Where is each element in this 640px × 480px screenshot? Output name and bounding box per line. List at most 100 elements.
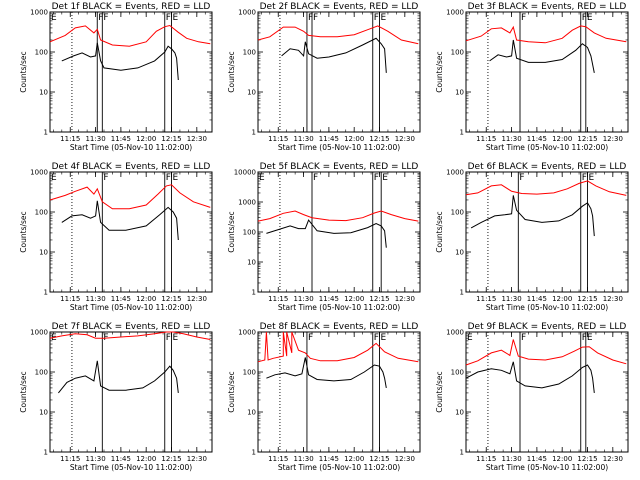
x-axis-label: Start Time (05-Nov-10 11:02:00): [278, 463, 400, 472]
series-line-black: [465, 361, 595, 393]
chart-title: Det 9f BLACK = Events, RED = LLD: [468, 322, 627, 332]
y-tick-label: 100: [35, 369, 48, 377]
x-tick-label: 12:30: [187, 135, 207, 143]
x-axis-label: Start Time (05-Nov-10 11:02:00): [278, 303, 400, 312]
chart-title: Det 2f BLACK = Events, RED = LLD: [260, 2, 419, 12]
y-tick-label: 1: [460, 289, 464, 297]
y-axis-label: Counts/sec: [227, 371, 236, 412]
x-tick-label: 12:15: [577, 455, 597, 463]
state-marker-label: E: [51, 333, 57, 343]
state-marker-label: E: [587, 13, 593, 23]
x-tick-label: 12:15: [369, 455, 389, 463]
x-tick-label: 11:30: [501, 135, 521, 143]
series-line-red: [257, 25, 419, 45]
x-tick-label: 12:15: [577, 135, 597, 143]
y-tick-label: 10: [247, 409, 256, 417]
y-tick-label: 1: [44, 289, 48, 297]
y-tick-label: 1000: [238, 199, 256, 207]
x-tick-label: 12:15: [369, 135, 389, 143]
x-tick-label: 12:00: [344, 455, 364, 463]
y-tick-label: 100: [243, 229, 256, 237]
state-marker-label: E: [467, 333, 473, 343]
chart-panel: Det 3f BLACK = Events, RED = LLD 1 10 100 10…: [435, 2, 629, 152]
y-axis-label: Counts/sec: [19, 211, 28, 252]
y-tick-label: 100: [451, 369, 464, 377]
chart-panel: Det 8f BLACK = Events, RED = LLD 1 10 100 10…: [227, 322, 421, 472]
state-marker-label: F: [308, 13, 313, 23]
state-marker-label: F: [374, 333, 379, 343]
x-tick-label: 12:15: [369, 295, 389, 303]
y-tick-label: 1000: [30, 169, 48, 177]
state-marker-label: F: [313, 13, 318, 23]
series-line-black: [281, 37, 387, 73]
x-tick-label: 11:45: [111, 135, 131, 143]
plot-frame: [465, 11, 629, 133]
y-tick-label: 10: [39, 409, 48, 417]
y-tick-label: 1000: [446, 169, 464, 177]
series-line-black: [266, 357, 387, 388]
state-marker-label: F: [521, 13, 526, 23]
y-axis-label: Counts/sec: [435, 211, 444, 252]
state-marker-label: E: [587, 333, 593, 343]
plot-frame: [465, 331, 629, 453]
x-axis-label: Start Time (05-Nov-10 11:02:00): [70, 303, 192, 312]
y-axis-label: Counts/sec: [19, 371, 28, 412]
y-tick-label: 10: [247, 89, 256, 97]
y-tick-label: 1: [44, 129, 48, 137]
state-marker-label: F: [519, 173, 524, 183]
y-tick-label: 1: [252, 289, 256, 297]
y-tick-label: 100: [451, 49, 464, 57]
y-tick-label: 10: [455, 249, 464, 257]
y-axis-label: Counts/sec: [19, 51, 28, 92]
y-tick-label: 100: [35, 209, 48, 217]
state-marker-label: E: [51, 173, 57, 183]
y-tick-label: 100: [35, 49, 48, 57]
series-line-red: [257, 210, 419, 222]
plot-frame: [49, 171, 213, 293]
state-marker-label: F: [103, 13, 108, 23]
x-tick-label: 11:15: [476, 135, 496, 143]
x-tick-label: 12:00: [136, 295, 156, 303]
chart-panel: Det 7f BLACK = Events, RED = LLD 1 10 100 10…: [19, 322, 213, 472]
series-line-red: [49, 331, 211, 340]
state-marker-label: F: [374, 173, 379, 183]
x-axis-label: Start Time (05-Nov-10 11:02:00): [70, 143, 192, 152]
chart-title: Det 1f BLACK = Events, RED = LLD: [52, 2, 211, 12]
series-line-black: [489, 39, 595, 73]
x-tick-label: 11:15: [268, 455, 288, 463]
state-marker-label: E: [173, 333, 179, 343]
x-tick-label: 11:45: [111, 455, 131, 463]
state-marker-label: E: [589, 173, 595, 183]
chart-title: Det 8f BLACK = Events, RED = LLD: [260, 322, 419, 332]
y-tick-label: 10000: [234, 169, 256, 177]
x-tick-label: 11:15: [60, 135, 80, 143]
state-marker-label: F: [166, 173, 171, 183]
x-tick-label: 11:30: [85, 295, 105, 303]
x-tick-label: 12:00: [344, 135, 364, 143]
chart-panel: Det 6f BLACK = Events, RED = LLD 1 10 100 10…: [435, 162, 629, 312]
state-marker-label: F: [103, 173, 108, 183]
chart-panel: Det 9f BLACK = Events, RED = LLD 1 10 100 10…: [435, 322, 629, 472]
state-marker-label: F: [582, 173, 587, 183]
x-tick-label: 12:15: [577, 295, 597, 303]
x-tick-label: 11:15: [268, 295, 288, 303]
state-marker-label: E: [173, 173, 179, 183]
x-tick-label: 12:00: [136, 135, 156, 143]
x-tick-label: 11:15: [60, 295, 80, 303]
y-tick-label: 1: [460, 129, 464, 137]
y-axis-label: Counts/sec: [435, 51, 444, 92]
series-line-red: [257, 331, 419, 363]
state-marker-label: F: [308, 333, 313, 343]
x-tick-label: 11:30: [293, 455, 313, 463]
x-tick-label: 12:30: [603, 135, 623, 143]
y-tick-label: 1000: [30, 9, 48, 17]
x-tick-label: 11:30: [293, 295, 313, 303]
series-line-black: [470, 195, 595, 237]
y-axis-label: Counts/sec: [435, 371, 444, 412]
chart-panel: Det 4f BLACK = Events, RED = LLD 1 10 100 10…: [19, 162, 213, 312]
chart-title: Det 7f BLACK = Events, RED = LLD: [52, 322, 211, 332]
x-tick-label: 12:15: [161, 455, 181, 463]
chart-title: Det 6f BLACK = Events, RED = LLD: [468, 162, 627, 172]
x-tick-label: 11:15: [60, 455, 80, 463]
